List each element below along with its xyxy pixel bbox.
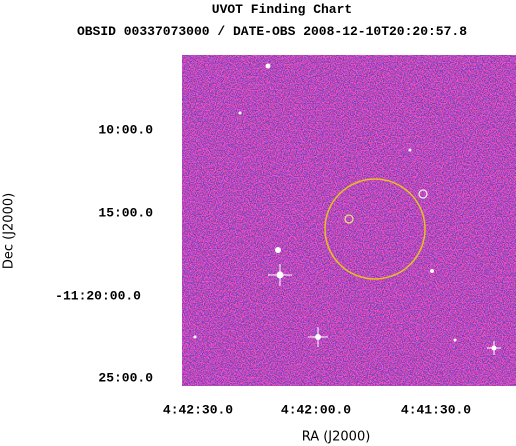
y-tick-label: -11:20:00.0	[55, 288, 141, 303]
y-axis-label: Dec (J2000)	[2, 193, 17, 269]
x-tick-label: 4:42:30.0	[163, 402, 233, 417]
star	[275, 247, 281, 253]
star-spike	[487, 341, 501, 355]
x-axis-label: RA (J2000)	[302, 430, 371, 445]
x-tick-label: 4:42:00.0	[281, 402, 351, 417]
star	[408, 148, 412, 152]
source-marker	[344, 214, 354, 224]
source-marker	[418, 189, 428, 199]
star	[193, 335, 197, 339]
star	[238, 111, 242, 115]
error-circle	[324, 178, 426, 280]
subtitle: OBSID 00337073000 / DATE-OBS 2008-12-10T…	[77, 24, 467, 39]
star-spike	[268, 264, 292, 286]
star	[430, 269, 434, 273]
star	[265, 63, 271, 69]
image-noise	[182, 55, 516, 386]
star	[453, 338, 457, 342]
star-spike	[308, 327, 328, 347]
y-tick-label: 15:00.0	[98, 205, 153, 220]
stars	[193, 63, 501, 355]
sky-image	[182, 55, 516, 386]
title: UVOT Finding Chart	[212, 2, 352, 17]
y-tick-label: 25:00.0	[98, 370, 153, 385]
x-tick-label: 4:41:30.0	[401, 402, 471, 417]
y-tick-label: 10:00.0	[98, 122, 153, 137]
